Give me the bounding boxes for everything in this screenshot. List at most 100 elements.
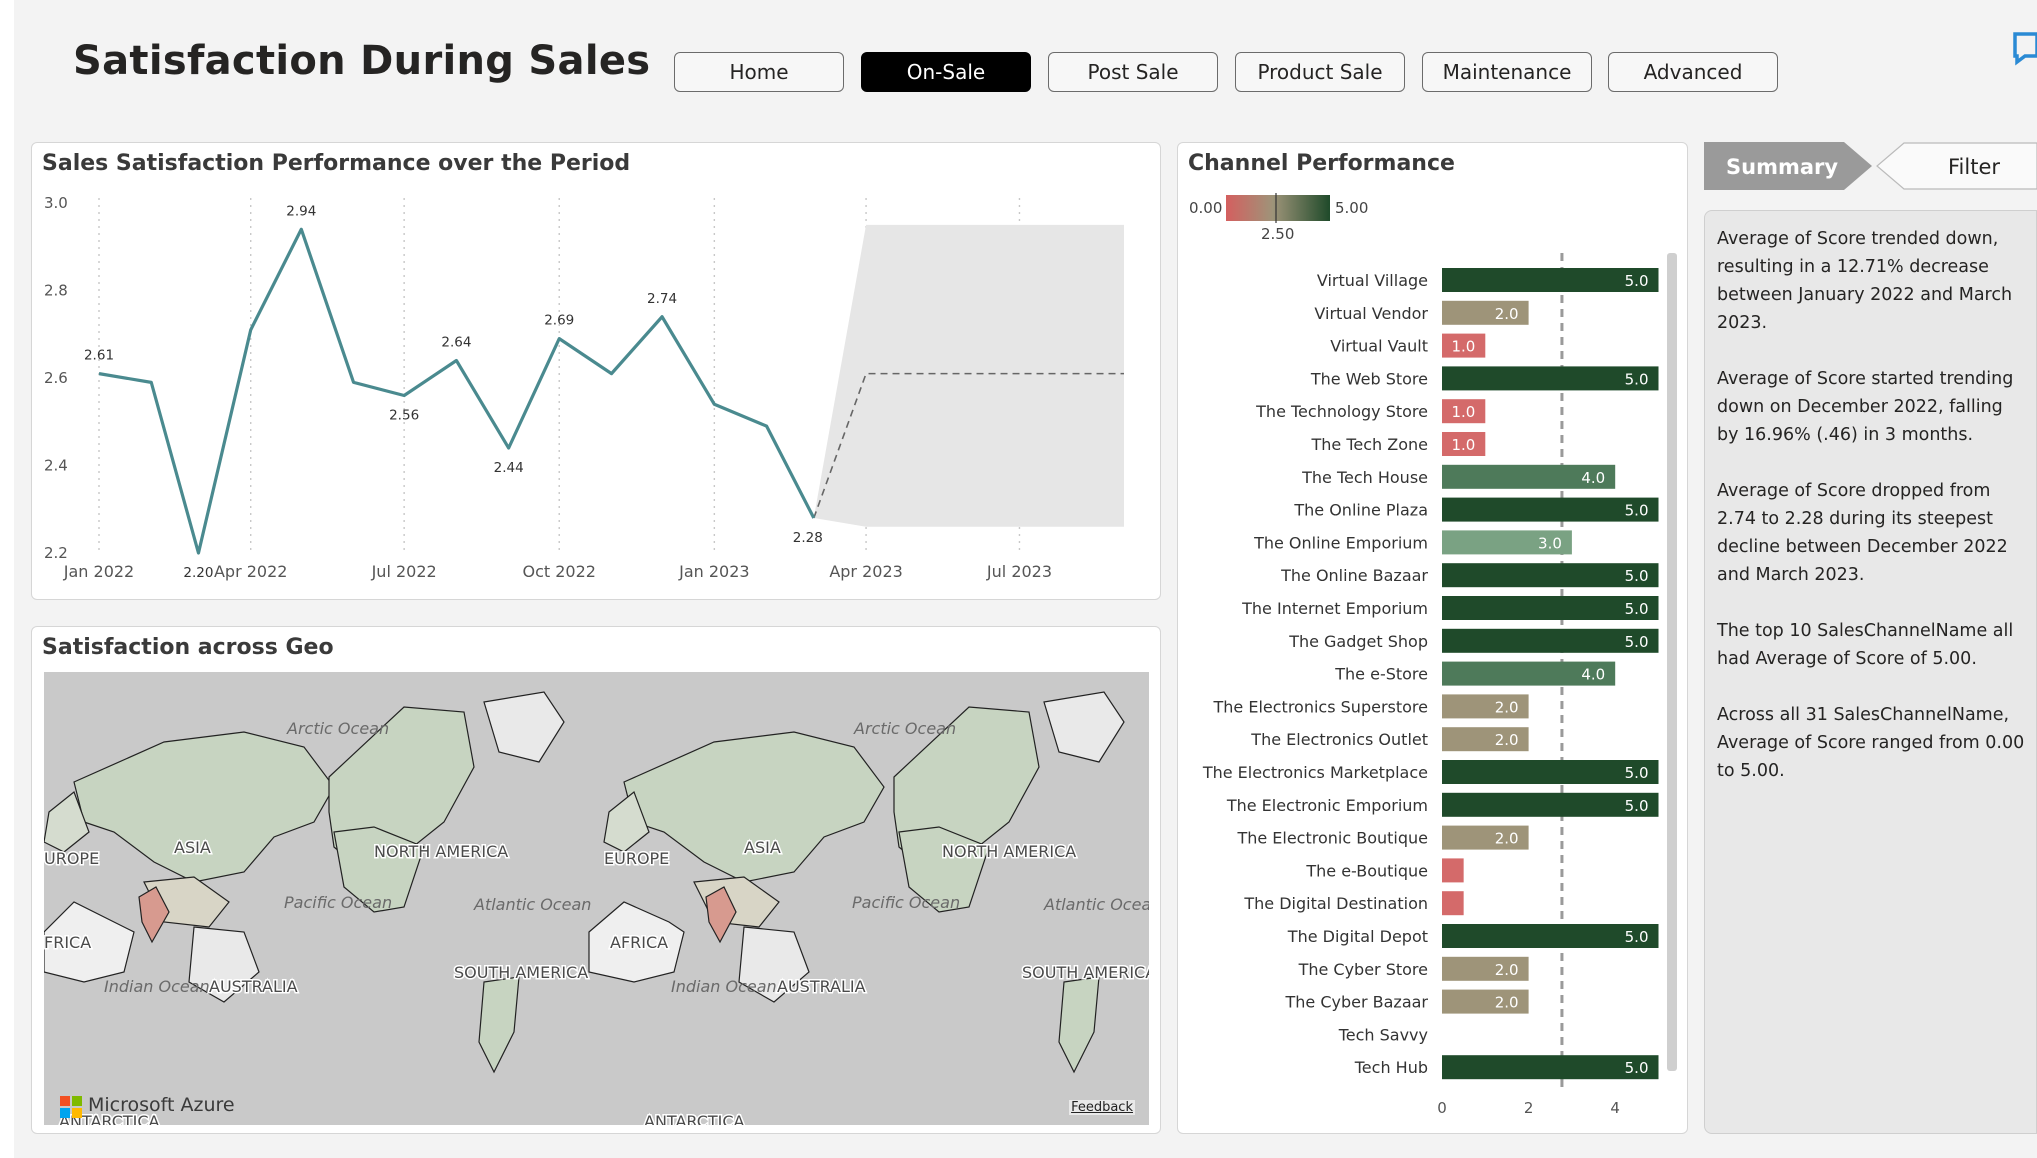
bar xyxy=(1442,956,1529,981)
continent-label: NORTH AMERICA xyxy=(942,842,1076,861)
category-label: Virtual Vault xyxy=(1330,337,1428,356)
bar-value-label: 5.0 xyxy=(1625,764,1649,782)
bar xyxy=(1442,596,1659,620)
summary-paragraph: The top 10 SalesChannelName all had Aver… xyxy=(1717,621,2014,669)
bar xyxy=(1442,825,1529,850)
world-map: Arctic Ocean Arctic Ocean Pacific Ocean … xyxy=(44,691,1149,1125)
continent-label: ANTARCTICA xyxy=(59,1112,160,1125)
summary-text: Average of Score trended down, resulting… xyxy=(1717,225,2029,813)
nav-maintenance-button[interactable]: Maintenance xyxy=(1422,52,1592,92)
category-label: Virtual Vendor xyxy=(1314,304,1428,323)
category-label: The Electronics Outlet xyxy=(1250,730,1428,749)
bar xyxy=(1442,333,1486,358)
category-label: The e-Store xyxy=(1334,665,1428,684)
continent-label: SOUTH AMERICA xyxy=(1022,963,1149,982)
data-label: 2.20 xyxy=(183,565,213,581)
map-feedback-link[interactable]: Feedback xyxy=(1069,1100,1135,1115)
bar xyxy=(1442,661,1616,686)
bar xyxy=(1442,891,1464,916)
category-label: The Digital Destination xyxy=(1243,894,1428,913)
line-chart-title: Sales Satisfaction Performance over the … xyxy=(42,151,631,176)
nav-on-sale-button[interactable]: On-Sale xyxy=(861,52,1031,92)
y-tick-label: 2.2 xyxy=(44,544,68,562)
category-label: Tech Hub xyxy=(1354,1058,1428,1077)
ocean-label: Atlantic Ocean xyxy=(473,895,591,914)
continent-label: NORTH AMERICA xyxy=(374,842,508,861)
continent-label: ASIA xyxy=(744,838,781,857)
ocean-label: Arctic Ocean xyxy=(286,719,389,738)
bar-value-label: 5.0 xyxy=(1625,370,1649,388)
continent-label: ANTARCTICA xyxy=(644,1112,745,1125)
bar-value-label: 1.0 xyxy=(1451,403,1475,421)
page-title: Satisfaction During Sales xyxy=(73,38,651,84)
data-label: 2.64 xyxy=(441,335,471,351)
chat-icon[interactable] xyxy=(2007,26,2037,66)
x-tick-label: Jan 2023 xyxy=(678,562,749,581)
nav-post-sale-button[interactable]: Post Sale xyxy=(1048,52,1218,92)
bar xyxy=(1442,300,1529,325)
nav-advanced-button[interactable]: Advanced xyxy=(1608,52,1778,92)
microsoft-logo-icon xyxy=(60,1096,82,1118)
continent-label: ASIA xyxy=(174,838,211,857)
map-copy-1 xyxy=(44,691,565,1074)
continent-label: SOUTH AMERICA xyxy=(454,963,588,982)
chart-scrollbar[interactable] xyxy=(1667,253,1677,1071)
category-label: The Tech House xyxy=(1301,468,1428,487)
geo-map-title: Satisfaction across Geo xyxy=(42,635,334,660)
bar xyxy=(1442,268,1659,292)
series-line xyxy=(98,227,816,555)
forecast-band xyxy=(813,224,1124,527)
bar-value-label: 2.0 xyxy=(1495,961,1519,979)
filter-tab-label: Filter xyxy=(1948,155,2000,179)
summary-paragraph: Average of Score trended down, resulting… xyxy=(1717,229,2013,333)
nav-product-sale-button[interactable]: Product Sale xyxy=(1235,52,1405,92)
bar xyxy=(1442,366,1659,391)
left-strip xyxy=(0,0,14,1158)
map-brand: Microsoft Azure xyxy=(88,1094,235,1116)
bar xyxy=(1442,432,1486,456)
legend-gradient xyxy=(1226,195,1330,221)
bar xyxy=(1442,399,1486,424)
bar xyxy=(1442,858,1464,883)
geo-map-card: Satisfaction across Geo xyxy=(31,626,1161,1134)
data-label: 2.69 xyxy=(544,313,574,329)
bar xyxy=(1442,989,1529,1014)
forecast-line xyxy=(813,372,1124,519)
y-tick-label: 3.0 xyxy=(44,194,68,212)
data-label: 2.56 xyxy=(389,408,419,424)
category-label: The Cyber Store xyxy=(1298,960,1428,979)
channel-chart-title: Channel Performance xyxy=(1188,151,1455,176)
ocean-label: Arctic Ocean xyxy=(853,719,956,738)
bar-value-label: 4.0 xyxy=(1581,469,1605,487)
filter-tab[interactable]: Filter xyxy=(1876,142,2037,190)
continent-label: EUROPE xyxy=(604,849,669,868)
legend-min-label: 0.00 xyxy=(1189,199,1222,217)
bar xyxy=(1442,497,1659,522)
x-tick-label: 2 xyxy=(1524,1099,1534,1117)
nav-home-button[interactable]: Home xyxy=(674,52,844,92)
category-label: The Online Bazaar xyxy=(1280,566,1428,585)
ocean-label: Indian Ocean xyxy=(104,977,210,996)
map-area[interactable]: Arctic Ocean Arctic Ocean Pacific Ocean … xyxy=(44,672,1149,1125)
bar xyxy=(1442,1055,1659,1080)
line-chart-card: Sales Satisfaction Performance over the … xyxy=(31,142,1161,600)
data-label: 2.28 xyxy=(793,530,823,546)
bar-value-label: 5.0 xyxy=(1625,928,1649,946)
bar-value-label: 1.0 xyxy=(1451,338,1475,356)
summary-tab[interactable]: Summary xyxy=(1704,142,1872,190)
map-copy-2 xyxy=(588,691,1125,1074)
channel-performance-card: Channel Performance 0.00 5.00 2.50 Virtu… xyxy=(1177,142,1688,1134)
category-label: Tech Savvy xyxy=(1338,1025,1428,1044)
bar-value-label: 2.0 xyxy=(1495,830,1519,848)
data-label: 2.44 xyxy=(494,460,524,476)
x-tick-label: Jan 2022 xyxy=(63,562,134,581)
summary-paragraph: Across all 31 SalesChannelName, Average … xyxy=(1717,705,2025,781)
bar-value-label: 3.0 xyxy=(1538,534,1562,552)
bar xyxy=(1442,792,1659,817)
y-tick-label: 2.8 xyxy=(44,282,68,300)
bar-value-label: 5.0 xyxy=(1625,797,1649,815)
legend-max-label: 5.00 xyxy=(1335,199,1368,217)
continent-label: AUSTRALIA xyxy=(777,977,866,996)
category-label: The Cyber Bazaar xyxy=(1284,993,1428,1012)
x-tick-label: 4 xyxy=(1610,1099,1620,1117)
